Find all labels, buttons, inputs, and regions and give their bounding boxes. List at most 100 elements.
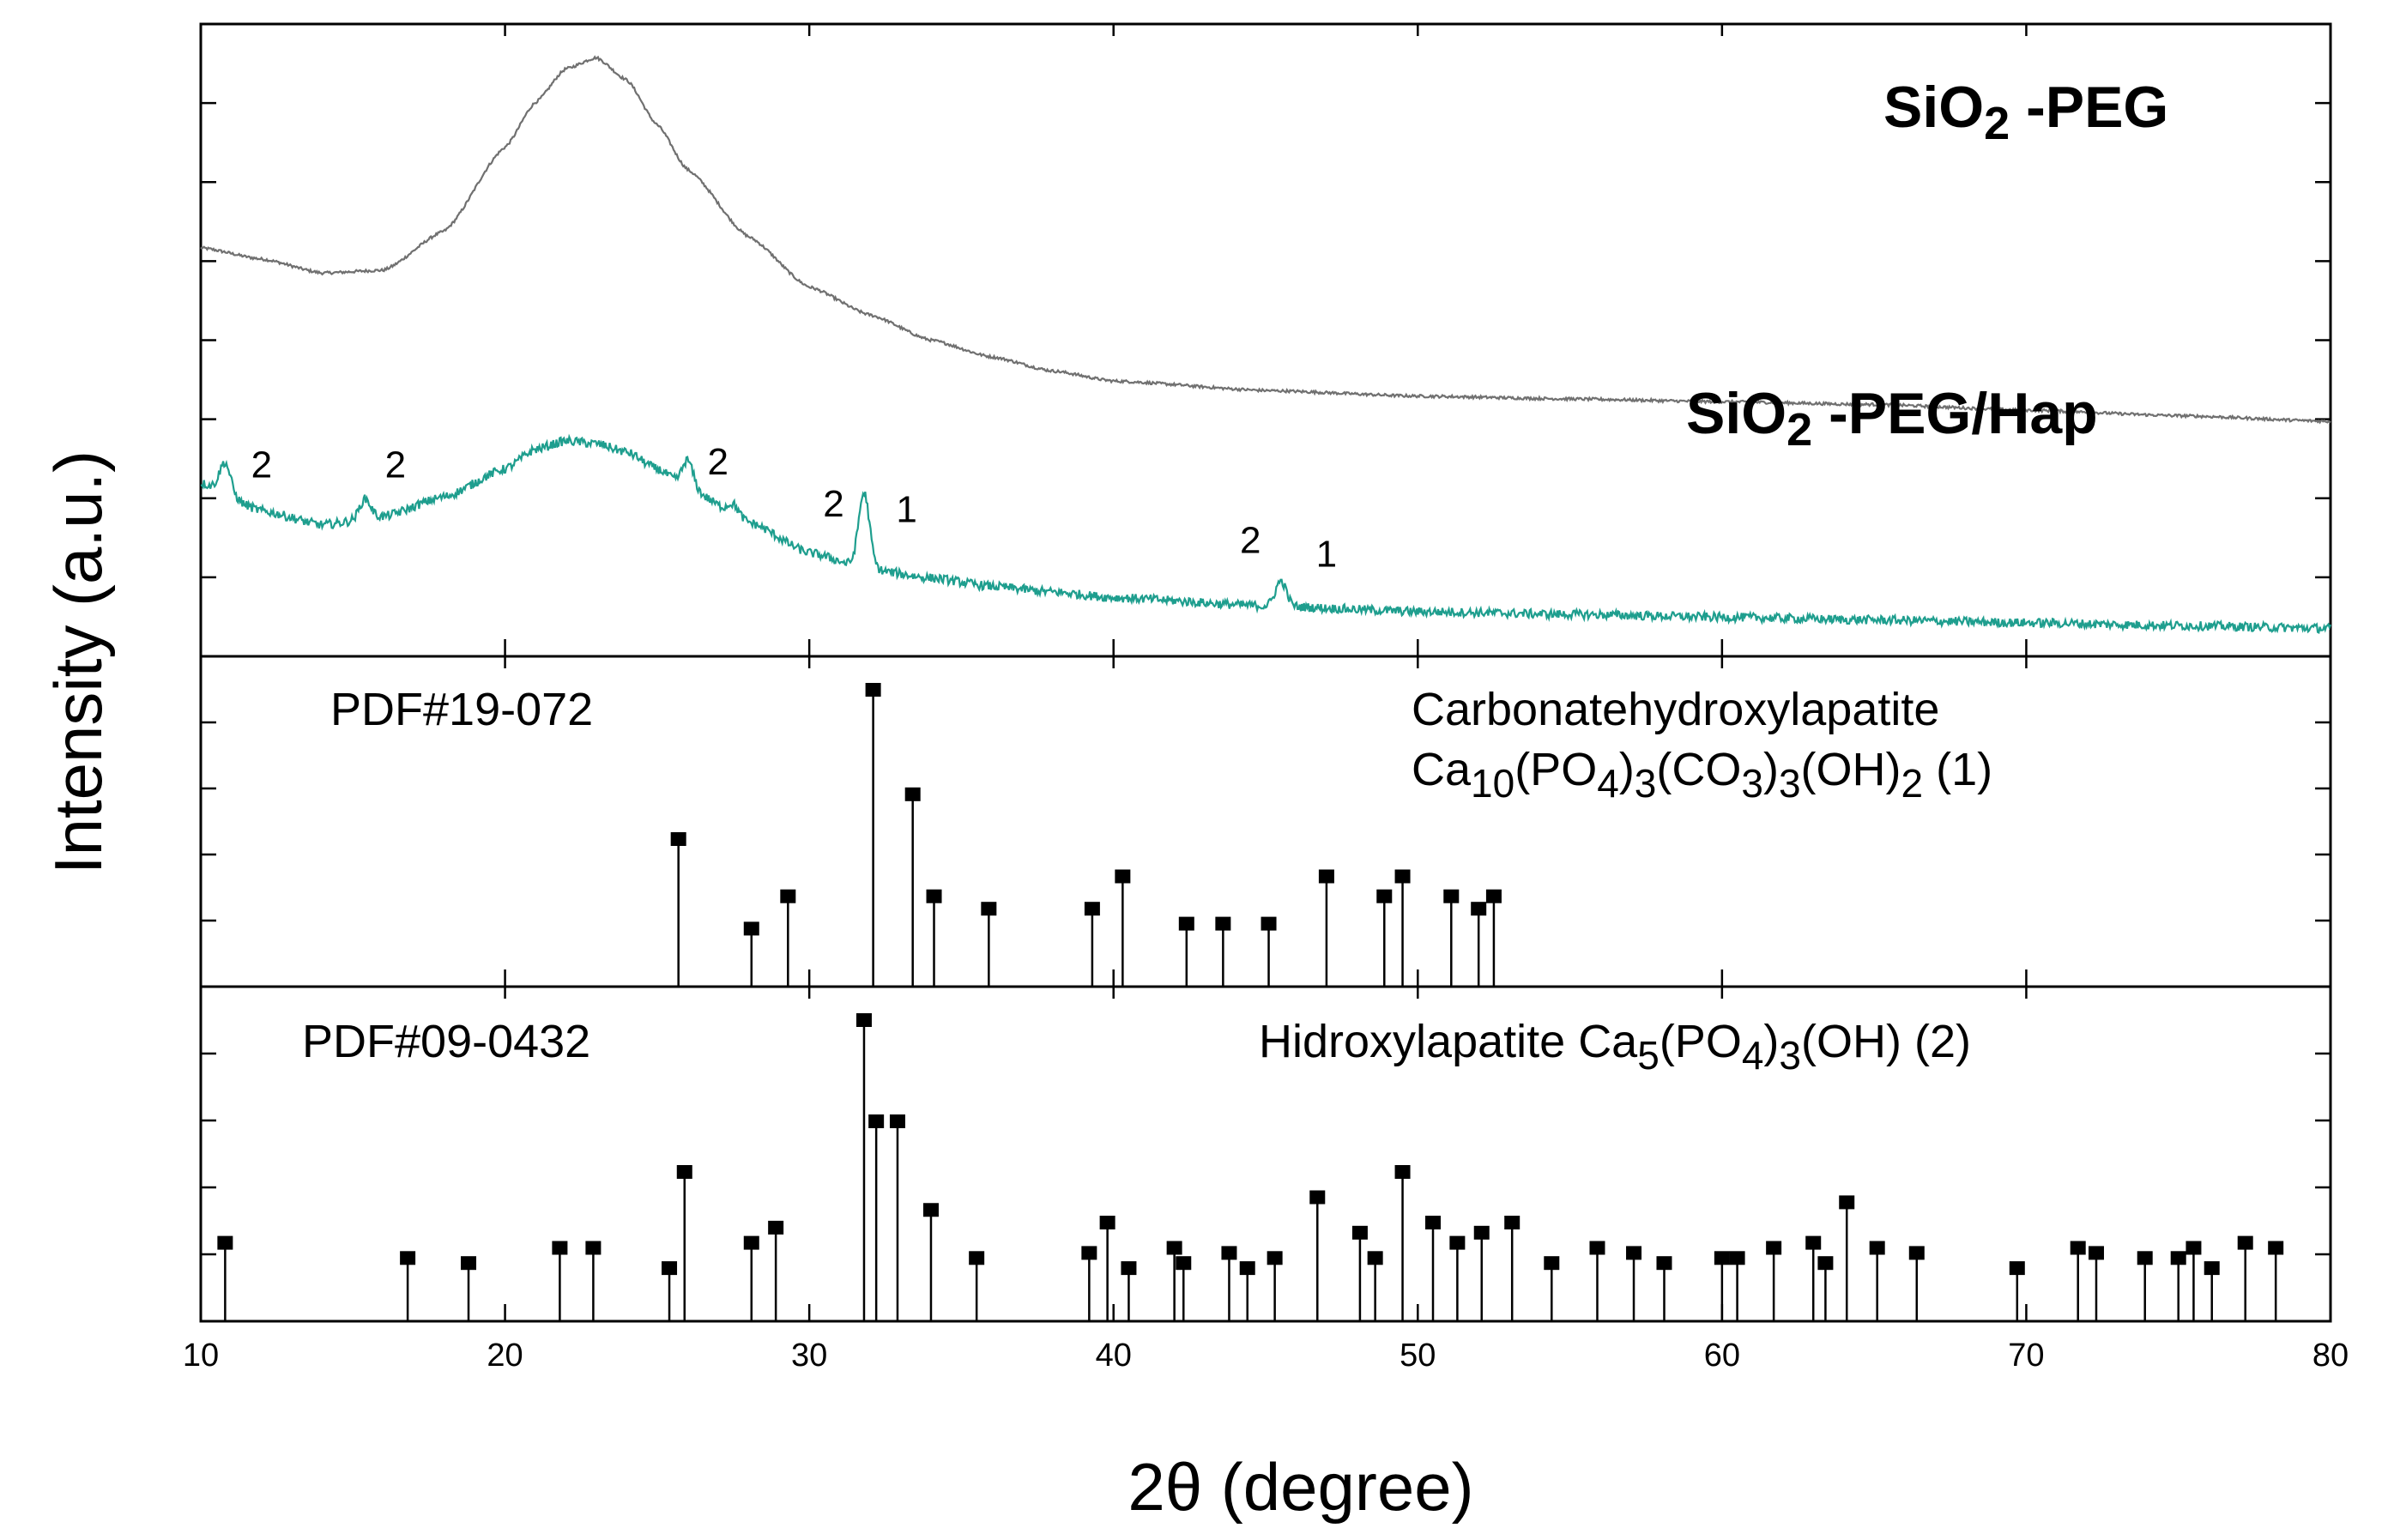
x-tick-label: 80 <box>2312 1338 2349 1374</box>
reference-1-marker <box>1115 869 1131 884</box>
reference-2-marker <box>1081 1246 1097 1260</box>
reference-2-card: PDF#09-0432 <box>302 1016 590 1067</box>
reference-2-marker <box>1221 1246 1237 1260</box>
reference-1-marker <box>1084 902 1100 916</box>
reference-2-marker <box>2137 1251 2153 1265</box>
reference-1-marker <box>1394 869 1411 884</box>
reference-2-marker <box>1367 1251 1383 1265</box>
reference-2-marker <box>1099 1216 1115 1229</box>
reference-2-marker <box>1394 1165 1411 1179</box>
reference-2-formula: Hidroxylapatite Ca5(PO4)3(OH) (2) <box>1259 1016 1971 1078</box>
reference-2-marker <box>768 1220 784 1235</box>
reference-2-marker <box>743 1235 759 1250</box>
reference-2-marker <box>1589 1241 1605 1255</box>
frame-reference-2 <box>199 985 2332 1323</box>
x-axis: 10 20 30 40 50 60 70 80 <box>183 24 2349 1374</box>
reference-2-marker <box>1839 1195 1855 1210</box>
reference-2-marker <box>855 1013 872 1027</box>
peak-label: 2 <box>1240 519 1261 561</box>
curve-sio2-peg-hap <box>200 433 2332 635</box>
reference-2-marker <box>2088 1246 2104 1260</box>
reference-2-marker <box>1729 1251 1745 1265</box>
reference-2-marker <box>1267 1251 1283 1265</box>
reference-2-marker <box>1656 1256 1672 1271</box>
peak-label: 2 <box>823 483 843 525</box>
reference-1-marker <box>1178 916 1194 931</box>
peak-label: 1 <box>896 488 916 530</box>
peak-label: 2 <box>708 441 729 483</box>
reference-2-marker <box>1425 1216 1442 1229</box>
reference-2-marker <box>1121 1261 1137 1276</box>
reference-1-marker <box>1261 916 1277 931</box>
x-tick-label: 60 <box>1704 1338 1740 1374</box>
reference-2-marker <box>1869 1241 1885 1255</box>
series-label-sio2-peg-hap: SiO2 -PEG/Hap <box>1686 381 2098 456</box>
curve-sio2-peg <box>200 55 2331 425</box>
reference-1-marker <box>743 921 759 936</box>
reference-1-marker <box>926 889 942 903</box>
reference-2-marker <box>585 1241 602 1255</box>
reference-2-marker <box>969 1251 985 1265</box>
reference-1-formula: Ca10(PO4)3(CO3)3(OH)2 (1) <box>1412 744 1992 806</box>
reference-2-marker <box>2070 1241 2086 1255</box>
reference-2-marker <box>662 1261 678 1276</box>
reference-2-marker <box>461 1256 477 1271</box>
reference-2-marker <box>889 1114 905 1128</box>
y-axis-title: Intensity (a.u.) <box>40 450 116 874</box>
reference-2-marker <box>2268 1241 2284 1255</box>
reference-2-marker <box>1166 1241 1182 1255</box>
x-tick-label: 10 <box>183 1338 219 1374</box>
reference-1-marker <box>865 683 881 697</box>
x-tick-label: 20 <box>487 1338 523 1374</box>
reference-2-marker <box>868 1114 885 1128</box>
reference-2-marker <box>2009 1261 2025 1276</box>
reference-1-marker <box>904 787 921 801</box>
reference-1-compound: Carbonatehydroxylapatite <box>1412 684 1939 735</box>
reference-2-marker <box>2204 1261 2220 1276</box>
x-tick-label: 70 <box>2008 1338 2044 1374</box>
reference-2-marker <box>1544 1256 1560 1271</box>
peak-label: 1 <box>1316 534 1337 576</box>
reference-2-marker <box>1309 1190 1326 1205</box>
panel-reference-2: PDF#09-0432 Hidroxylapatite Ca5(PO4)3(OH)… <box>199 985 2332 1323</box>
x-tick-label: 30 <box>791 1338 827 1374</box>
reference-1-marker <box>1485 889 1502 903</box>
reference-1-marker <box>780 889 796 903</box>
reference-2-marker <box>1473 1225 1490 1240</box>
reference-2-marker <box>1714 1251 1730 1265</box>
reference-2-marker <box>1504 1216 1520 1229</box>
x-tick-label: 50 <box>1400 1338 1436 1374</box>
x-tick-label: 40 <box>1096 1338 1132 1374</box>
reference-1-marker <box>1376 889 1393 903</box>
reference-2-marker <box>1766 1241 1782 1255</box>
reference-2-marker <box>922 1203 939 1217</box>
reference-2-marker <box>676 1165 692 1179</box>
reference-1-marker <box>1215 916 1231 931</box>
peak-label: 2 <box>385 444 406 486</box>
reference-1-marker <box>670 832 686 846</box>
reference-2-marker <box>400 1251 416 1265</box>
reference-1-marker <box>1471 902 1487 916</box>
panel-reference-1: PDF#19-072 Carbonatehydroxylapatite Ca10(P… <box>199 655 2332 988</box>
reference-2-marker <box>2237 1235 2253 1250</box>
reference-2-marker <box>1817 1256 1834 1271</box>
reference-2-marker <box>1239 1261 1255 1276</box>
reference-2-marker <box>2186 1241 2202 1255</box>
reference-2-marker <box>552 1241 568 1255</box>
reference-1-card: PDF#19-072 <box>330 684 593 735</box>
reference-1-marker <box>981 902 997 916</box>
reference-2-marker <box>1626 1246 1642 1260</box>
reference-2-marker <box>217 1235 233 1250</box>
series-label-sio2-peg: SiO2 -PEG <box>1883 75 2168 149</box>
peak-label: 2 <box>251 444 272 486</box>
reference-1-marker <box>1318 869 1334 884</box>
reference-2-marker <box>1908 1246 1925 1260</box>
x-axis-title: 2θ (degree) <box>1128 1449 1473 1525</box>
panel-samples: SiO2 -PEG SiO2 -PEG/Hap 2 2 2 2 1 2 1 <box>199 22 2332 658</box>
reference-2-marker <box>1176 1256 1192 1271</box>
reference-1-marker <box>1443 889 1460 903</box>
reference-2-marker <box>1351 1225 1368 1240</box>
reference-2-marker <box>2170 1251 2186 1265</box>
